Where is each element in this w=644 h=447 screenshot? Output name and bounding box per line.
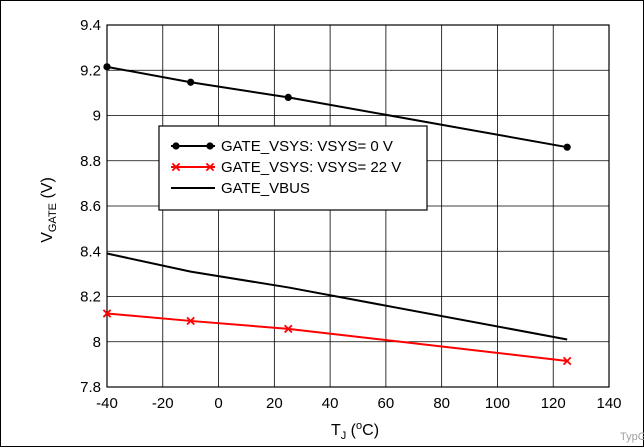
y-tick-label: 8.4 — [80, 243, 101, 260]
data-point — [171, 162, 181, 172]
y-axis: 7.8 8 8.2 8.4 8.6 8.8 9 9.2 9.4 — [80, 17, 101, 396]
data-point — [103, 63, 111, 71]
x-tick-label: 140 — [596, 395, 621, 412]
legend-label: GATE_VSYS: VSYS= 22 V — [221, 159, 401, 176]
y-tick-label: 8 — [93, 334, 101, 351]
y-tick-label: 8.2 — [80, 289, 101, 306]
y-tick-label: 9.2 — [80, 62, 101, 79]
series-3 — [106, 252, 568, 341]
series-1 — [103, 63, 571, 151]
x-tick-label: 60 — [378, 395, 395, 412]
x-tick-label: 20 — [266, 395, 283, 412]
x-tick-label: -20 — [152, 395, 174, 412]
x-tick-label: 80 — [433, 395, 450, 412]
x-axis: -40 -20 0 20 40 60 80 100 120 140 — [96, 395, 621, 412]
x-axis-title: TJ (oC) — [331, 420, 379, 442]
series-line — [106, 312, 568, 362]
x-tick-label: 40 — [322, 395, 339, 412]
data-point — [205, 162, 215, 172]
series-line — [106, 65, 568, 149]
x-tick-label: -40 — [96, 395, 118, 412]
y-tick-label: 9.4 — [80, 17, 101, 34]
data-point — [206, 142, 214, 150]
legend-entry: GATE_VSYS: VSYS= 0 V — [171, 138, 393, 155]
legend-entry: GATE_VSYS: VSYS= 22 V — [171, 159, 401, 176]
y-tick-label: 8.8 — [80, 153, 101, 170]
plot-border — [106, 24, 610, 388]
series-layer — [102, 63, 572, 366]
x-tick-label: 0 — [214, 395, 222, 412]
y-tick-label: 8.6 — [80, 198, 101, 215]
y-tick-label: 9 — [93, 108, 101, 125]
legend-entry: GATE_VBUS — [171, 180, 310, 197]
data-point — [186, 316, 195, 326]
series-2 — [102, 309, 572, 366]
y-axis-title: VGATE (V) — [39, 177, 59, 243]
data-point — [563, 143, 571, 151]
y-tick-label: 7.8 — [80, 379, 101, 396]
data-point — [562, 356, 572, 366]
data-point — [187, 78, 195, 86]
data-point — [172, 142, 180, 150]
data-point — [284, 93, 292, 101]
legend-label: GATE_VSYS: VSYS= 0 V — [221, 138, 393, 155]
legend-label: GATE_VBUS — [221, 180, 310, 197]
x-tick-label: 120 — [541, 395, 566, 412]
series-line — [106, 252, 568, 341]
data-point — [102, 309, 112, 318]
data-point — [284, 324, 293, 334]
legend: GATE_VSYS: VSYS= 0 V GATE_VSYS: VSYS= 22 … — [158, 125, 428, 211]
watermark: TypG — [620, 431, 644, 443]
x-tick-label: 100 — [485, 395, 510, 412]
